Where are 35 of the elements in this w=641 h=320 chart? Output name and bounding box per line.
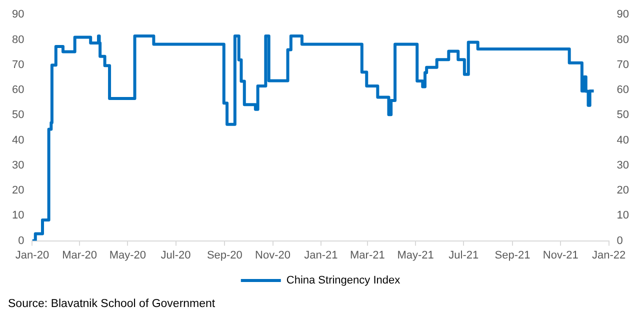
x-tick-label: Jul-21 (448, 249, 479, 262)
y-tick-label: 30 (12, 159, 24, 172)
x-tick-label: May-21 (397, 249, 434, 262)
x-tick-label: Mar-21 (350, 249, 385, 262)
y2-tick-label: 40 (616, 134, 630, 146)
y2-tick-label: 30 (616, 159, 630, 172)
y2-tick-label: 90 (616, 8, 630, 21)
x-tick-label: Jan-22 (592, 249, 626, 262)
x-tick-label: May-20 (109, 249, 146, 262)
y-tick-label: 10 (12, 210, 24, 222)
y-tick-label: 40 (12, 134, 24, 146)
y-tick-label: 90 (12, 8, 24, 21)
x-tick-label: Jul-20 (160, 249, 191, 262)
x-tick-label: Sep-21 (494, 249, 530, 262)
y-tick-label: 0 (18, 234, 24, 247)
legend-label: China Stringency Index (286, 274, 401, 287)
y2-tick-label: 60 (616, 84, 630, 96)
y-tick-label: 70 (12, 58, 24, 71)
y-tick-label: 20 (12, 184, 24, 197)
y-tick-label: 50 (12, 109, 24, 122)
y2-tick-label: 10 (616, 210, 630, 222)
y2-tick-label: 80 (616, 34, 630, 46)
y-tick-label: 60 (12, 84, 24, 96)
y2-tick-label: 20 (616, 184, 630, 197)
x-tick-label: Jan-20 (15, 249, 50, 262)
y-tick-label: 80 (12, 34, 24, 46)
x-tick-label: Mar-20 (62, 249, 97, 262)
source-note: Source: Blavatnik School of Government (8, 298, 216, 310)
y2-tick-label: 70 (616, 58, 630, 71)
y2-tick-label: 50 (616, 109, 630, 122)
x-tick-label: Nov-21 (542, 249, 578, 262)
x-tick-label: Sep-20 (206, 249, 242, 262)
x-tick-label: Jan-21 (304, 249, 338, 262)
x-tick-label: Nov-20 (255, 249, 291, 262)
y2-tick-label: 0 (616, 234, 623, 247)
